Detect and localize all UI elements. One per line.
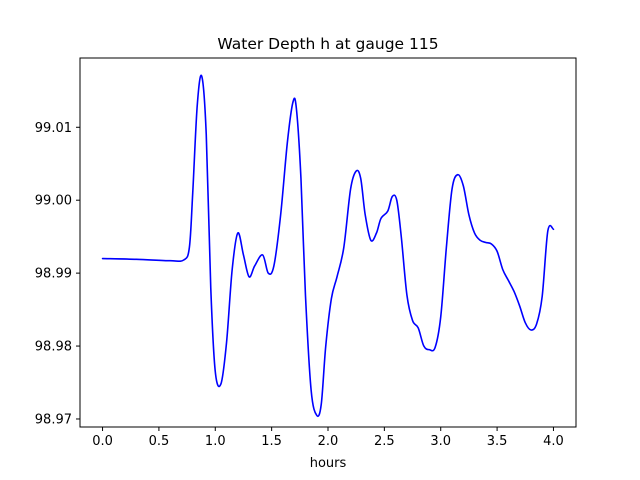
- y-tick-label: 98.98: [35, 340, 72, 355]
- x-tick-label: 1.0: [205, 434, 226, 449]
- series-layer: [101, 74, 555, 418]
- y-tick-label: 99.01: [35, 121, 72, 136]
- x-axis-label: hours: [310, 456, 347, 471]
- y-tick-label: 98.97: [35, 412, 72, 427]
- y-axis: 98.97 98.98 98.99 99.00 99.01: [35, 121, 80, 427]
- x-tick-label: 4.0: [543, 434, 564, 449]
- x-tick-label: 0.5: [149, 434, 170, 449]
- x-tick-label: 2.5: [374, 434, 395, 449]
- x-tick-label: 1.5: [261, 434, 282, 449]
- x-tick-label: 2.0: [318, 434, 339, 449]
- chart-title: Water Depth h at gauge 115: [217, 35, 438, 53]
- y-tick-label: 98.99: [35, 267, 72, 282]
- x-tick-label: 3.5: [487, 434, 508, 449]
- series-line-0: [101, 74, 555, 418]
- x-tick-label: 0.0: [92, 434, 113, 449]
- x-axis: 0.0 0.5 1.0 1.5 2.0 2.5 3.0 3.5 4.0: [92, 427, 564, 449]
- x-tick-label: 3.0: [430, 434, 451, 449]
- y-tick-label: 99.00: [35, 194, 72, 209]
